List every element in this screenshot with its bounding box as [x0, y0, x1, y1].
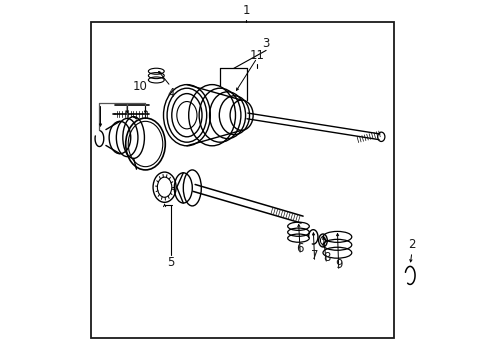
Text: 8: 8 [322, 251, 329, 264]
Text: 7: 7 [310, 249, 318, 262]
Text: 4: 4 [166, 87, 174, 100]
Text: 10: 10 [132, 80, 147, 93]
Text: 9: 9 [334, 258, 342, 271]
Text: 11: 11 [249, 49, 264, 62]
Text: 6: 6 [296, 242, 304, 255]
Text: 1: 1 [242, 4, 249, 17]
Text: 2: 2 [407, 238, 415, 251]
Bar [91, 22, 393, 338]
Text: 3: 3 [262, 37, 269, 50]
Text: 5: 5 [167, 256, 174, 269]
